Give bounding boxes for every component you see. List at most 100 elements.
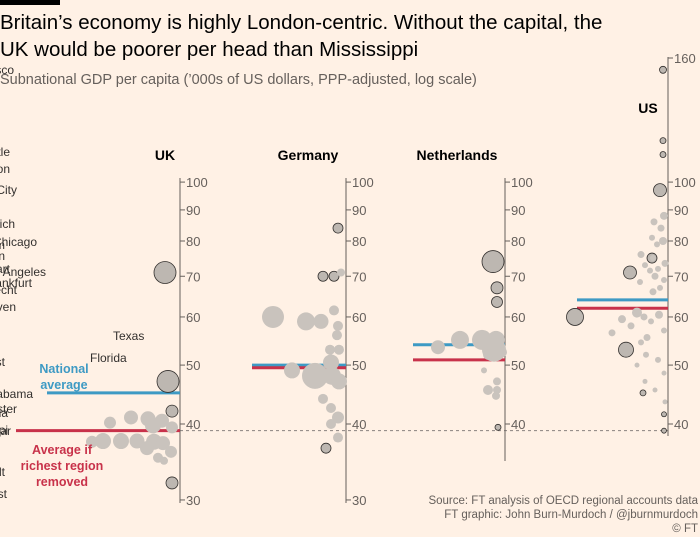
legend-national-average: National [39, 362, 88, 376]
data-point-us [638, 339, 644, 346]
panel-title-netherlands: Netherlands [417, 147, 498, 163]
data-point-germany [331, 373, 347, 390]
point-label-germany: Munich [0, 217, 15, 231]
data-point-us [655, 265, 661, 272]
point-label-germany: Stuttgart [0, 262, 11, 276]
data-point-us [660, 211, 668, 220]
data-point-netherlands [483, 349, 493, 360]
point-label-us: Chicago [0, 235, 37, 249]
data-point-uk [86, 435, 98, 448]
footer: Source: FT analysis of OECD regional acc… [428, 494, 698, 536]
data-point-us [566, 308, 584, 326]
panel-title-uk: UK [155, 147, 175, 163]
copyright-note: © FT [672, 523, 698, 535]
data-point-us [637, 251, 645, 259]
point-label-germany: Saxony-Anhalt [0, 465, 6, 479]
data-point-us [651, 272, 659, 280]
data-point-us [657, 224, 665, 232]
data-point-us [627, 322, 635, 330]
data-point-uk [113, 433, 129, 450]
data-point-us [643, 334, 651, 342]
point-label-us: New York City [0, 183, 17, 197]
data-point-us [659, 137, 667, 145]
data-point-germany [318, 393, 328, 404]
data-point-germany [302, 362, 328, 389]
data-point-uk [124, 410, 138, 425]
data-point-germany [337, 268, 345, 277]
data-point-us [650, 255, 656, 262]
data-point-germany [323, 354, 339, 371]
data-point-us [608, 329, 616, 337]
point-label-us: Mississippi [0, 423, 8, 437]
ft-top-bar [0, 0, 60, 5]
data-point-netherlands [491, 296, 503, 308]
data-point-germany [320, 442, 332, 454]
legend-national-average-line2: average [40, 378, 87, 392]
data-point-us [659, 237, 667, 245]
data-point-germany [313, 313, 329, 329]
data-point-netherlands [483, 384, 493, 395]
data-point-germany [325, 344, 335, 355]
point-label-uk: S East [0, 355, 6, 369]
tick-label-germany: 70 [352, 269, 366, 284]
tick-label-us: 60 [674, 310, 688, 325]
point-label-us: Alabama [0, 387, 33, 401]
data-point-germany [334, 344, 344, 355]
legend-average-without-richest-line3: removed [36, 475, 88, 489]
tick-label-uk: 30 [186, 493, 200, 508]
source-note: Source: FT analysis of OECD regional acc… [428, 495, 698, 507]
data-point-us [661, 427, 667, 434]
data-point-us [655, 356, 661, 363]
chart-title: Britain’s economy is highly London-centr… [0, 11, 603, 61]
point-label-us: Texas [113, 329, 144, 343]
data-point-germany [333, 320, 343, 331]
data-point-germany [326, 419, 336, 429]
tick-label-germany: 40 [352, 417, 366, 432]
panel-title-germany: Germany [278, 147, 339, 163]
point-label-netherlands: Utrecht [0, 283, 18, 297]
tick-label-netherlands: 80 [511, 234, 525, 249]
data-point-us [642, 262, 648, 269]
data-point-germany [332, 411, 344, 424]
point-label-germany: Frankfurt [0, 276, 33, 290]
tick-label-uk: 70 [186, 269, 200, 284]
tick-label-us: 80 [674, 234, 688, 249]
tick-label-netherlands: 70 [511, 269, 525, 284]
data-point-uk [165, 445, 177, 458]
legend-average-without-richest: Average if [32, 443, 93, 457]
data-point-us [650, 218, 658, 226]
data-point-netherlands [493, 377, 501, 386]
data-point-netherlands [451, 330, 469, 349]
data-point-us [653, 183, 667, 198]
point-label-us: W Virginia [0, 406, 8, 420]
data-point-uk [95, 433, 111, 450]
tick-label-germany: 30 [352, 493, 366, 508]
point-label-uk: London [0, 249, 5, 263]
data-point-netherlands [490, 281, 504, 295]
data-point-us [648, 318, 654, 325]
tick-label-uk: 50 [186, 358, 200, 373]
data-point-us [661, 277, 667, 284]
data-point-us [649, 234, 655, 241]
data-point-uk [156, 436, 170, 451]
point-label-us: Florida [90, 351, 127, 365]
data-point-netherlands [494, 423, 502, 431]
data-point-us [637, 278, 643, 285]
tick-label-uk: 40 [186, 417, 200, 432]
data-point-netherlands [481, 367, 487, 374]
data-point-uk [166, 421, 178, 434]
data-point-us [639, 389, 647, 397]
data-point-us [634, 362, 640, 368]
data-point-netherlands [492, 391, 500, 400]
tick-label-uk: 90 [186, 203, 200, 218]
data-point-netherlands [431, 340, 445, 355]
tick-label-netherlands: 50 [511, 358, 525, 373]
data-point-germany [284, 362, 300, 379]
tick-label-germany: 90 [352, 203, 366, 218]
point-label-uk: N East [0, 487, 8, 501]
data-point-us [661, 411, 667, 418]
tick-label-us: 160 [674, 51, 696, 66]
credit-note: FT graphic: John Burn-Murdoch / @jburnmu… [444, 509, 698, 521]
tick-label-netherlands: 40 [511, 417, 525, 432]
